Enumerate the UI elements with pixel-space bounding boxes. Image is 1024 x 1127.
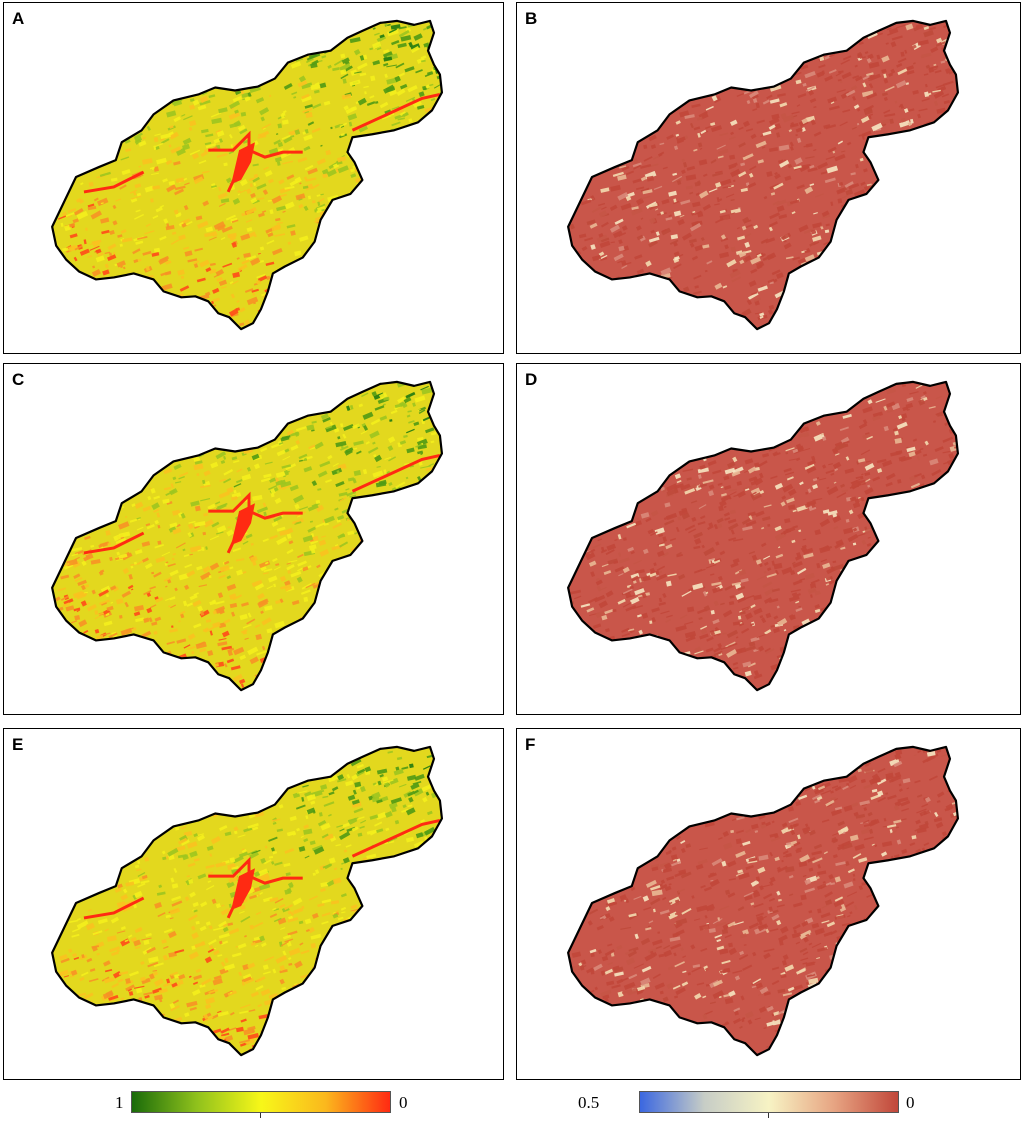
legend-left-min-label: 0 bbox=[399, 1093, 408, 1112]
reservoir-feature bbox=[231, 503, 255, 545]
map-panel-e: E bbox=[3, 728, 504, 1080]
legend-left: 1 0 bbox=[3, 1085, 504, 1125]
map-raster-texture bbox=[568, 746, 958, 1056]
watershed-map-d bbox=[567, 380, 960, 692]
map-raster-texture bbox=[568, 381, 958, 691]
watershed-map-f bbox=[567, 745, 960, 1057]
panel-label-e: E bbox=[12, 735, 24, 754]
map-panel-c: C bbox=[3, 363, 504, 715]
watershed-map-e bbox=[51, 745, 444, 1057]
legend-right-colorbar bbox=[639, 1091, 899, 1113]
map-panel-d: D bbox=[516, 363, 1021, 715]
reservoir-feature bbox=[231, 142, 255, 184]
watershed-boundary bbox=[51, 19, 444, 331]
map-panel-b: B bbox=[516, 2, 1021, 354]
map-raster-texture bbox=[52, 381, 442, 691]
watershed-boundary bbox=[51, 745, 444, 1057]
legend-right-min-label: 0 bbox=[906, 1093, 915, 1112]
legend-right: 0.5 0 bbox=[516, 1085, 1021, 1125]
map-panel-a: A bbox=[3, 2, 504, 354]
legend-left-colorbar bbox=[131, 1091, 391, 1113]
legend-left-max-label: 1 bbox=[115, 1093, 124, 1112]
map-raster-texture bbox=[52, 746, 442, 1056]
panel-label-b: B bbox=[525, 9, 538, 28]
watershed-boundary bbox=[51, 380, 444, 692]
watershed-map-a bbox=[51, 19, 444, 331]
reservoir-feature bbox=[231, 868, 255, 910]
panel-label-c: C bbox=[12, 370, 25, 389]
panel-label-d: D bbox=[525, 370, 538, 389]
panel-label-f: F bbox=[525, 735, 536, 754]
legend-right-max-label: 0.5 bbox=[578, 1093, 600, 1112]
watershed-boundary bbox=[567, 380, 960, 692]
watershed-boundary bbox=[567, 19, 960, 331]
legend-right-tick bbox=[768, 1113, 769, 1118]
watershed-map-b bbox=[567, 19, 960, 331]
map-raster-texture bbox=[52, 20, 442, 330]
watershed-boundary bbox=[567, 745, 960, 1057]
map-raster-texture bbox=[568, 20, 958, 330]
legend-left-tick bbox=[260, 1113, 261, 1118]
panel-label-a: A bbox=[12, 9, 25, 28]
watershed-map-c bbox=[51, 380, 444, 692]
map-panel-f: F bbox=[516, 728, 1021, 1080]
